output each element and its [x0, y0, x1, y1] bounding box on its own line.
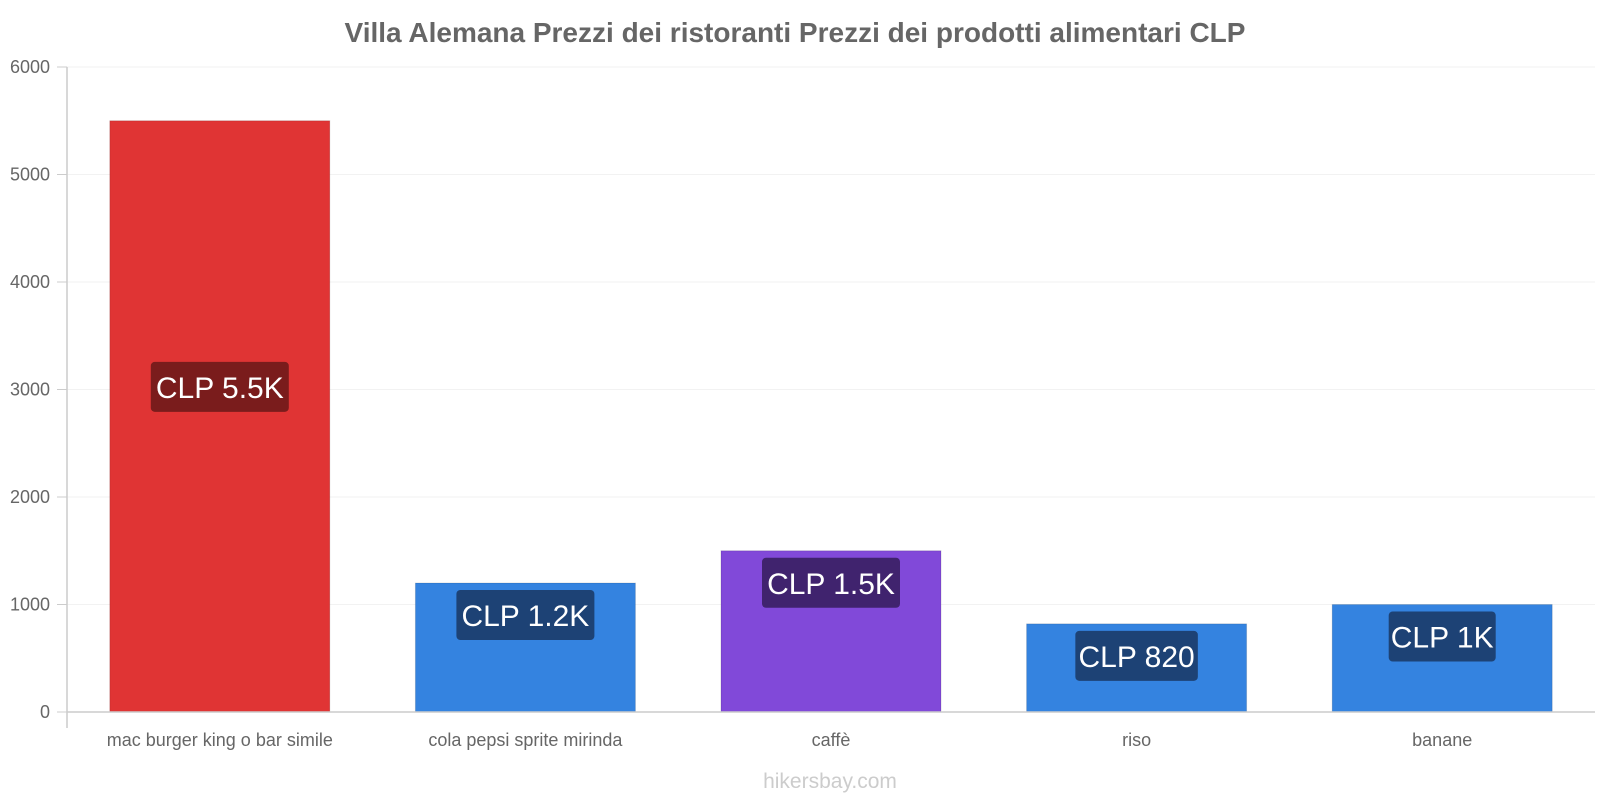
x-tick-label: banane: [1412, 730, 1472, 750]
chart-title: Villa Alemana Prezzi dei ristoranti Prez…: [345, 17, 1246, 48]
x-tick-label: mac burger king o bar simile: [107, 730, 333, 750]
y-tick-label: 0: [40, 702, 50, 722]
x-tick-label: cola pepsi sprite mirinda: [428, 730, 623, 750]
y-axis: 0 1000 2000 3000 4000 5000 6000: [10, 57, 68, 728]
data-label-box: [456, 590, 595, 640]
x-tick-label: caffè: [812, 730, 851, 750]
bar: [109, 120, 331, 713]
watermark: hikersbay.com: [763, 770, 897, 793]
data-label: CLP 1.5K: [767, 568, 895, 601]
y-tick-label: 6000: [10, 57, 50, 77]
data-label: CLP 820: [1078, 641, 1194, 674]
data-label: CLP 1.2K: [461, 600, 589, 633]
data-labels: CLP 5.5K CLP 1.2K CLP 1.5K CLP 820 CLP 1K: [150, 361, 1496, 681]
data-label: CLP 5.5K: [156, 372, 284, 405]
y-tick-label: 2000: [10, 487, 50, 507]
data-label-box: [1075, 630, 1198, 681]
bars: [109, 120, 1553, 713]
x-tick-label: riso: [1122, 730, 1151, 750]
data-label-box: [1388, 611, 1496, 662]
x-axis: mac burger king o bar simile cola pepsi s…: [67, 711, 1595, 750]
y-tick-label: 4000: [10, 272, 50, 292]
data-label-box: [762, 557, 900, 608]
y-tick-label: 5000: [10, 165, 50, 185]
y-tick-label: 3000: [10, 380, 50, 400]
data-label: CLP 1K: [1391, 622, 1494, 655]
y-tick-label: 1000: [10, 595, 50, 615]
data-label-box: [150, 361, 289, 412]
